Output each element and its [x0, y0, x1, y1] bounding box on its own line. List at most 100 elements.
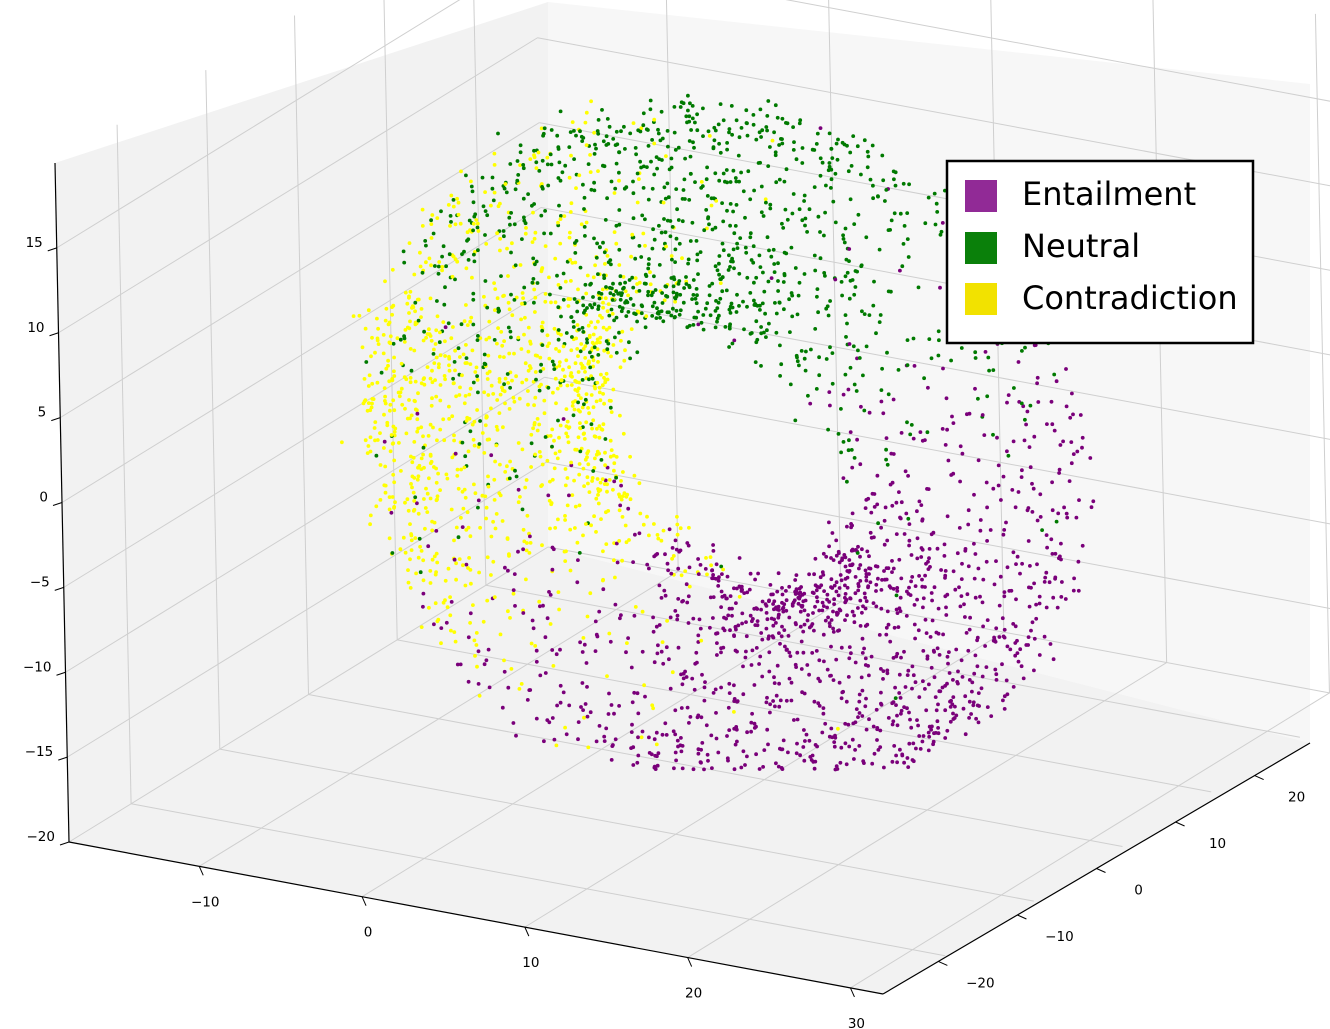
point-neutral — [764, 125, 769, 129]
point-neutral — [513, 263, 518, 268]
point-neutral — [618, 274, 623, 279]
point-neutral — [715, 268, 720, 273]
point-entailment — [964, 631, 969, 635]
point-entailment — [666, 568, 670, 573]
point-entailment — [1071, 588, 1076, 593]
point-neutral — [695, 128, 700, 133]
point-contradiction — [409, 538, 414, 543]
point-neutral — [556, 223, 561, 228]
point-neutral — [688, 154, 693, 159]
point-entailment — [803, 598, 808, 603]
point-contradiction — [708, 555, 713, 559]
point-entailment — [908, 717, 912, 722]
point-entailment — [684, 582, 689, 587]
point-contradiction — [569, 153, 573, 158]
point-entailment — [709, 733, 714, 738]
point-neutral — [699, 186, 704, 190]
point-neutral — [617, 330, 621, 335]
point-contradiction — [493, 459, 497, 464]
point-neutral — [605, 117, 610, 121]
point-contradiction — [365, 408, 370, 413]
point-contradiction — [464, 343, 468, 347]
point-entailment — [659, 596, 664, 600]
point-entailment — [799, 667, 804, 671]
point-contradiction — [373, 420, 378, 424]
point-neutral — [607, 313, 612, 318]
point-entailment — [921, 679, 925, 684]
point-neutral — [420, 270, 425, 275]
point-neutral — [582, 402, 586, 407]
point-neutral — [822, 271, 827, 275]
point-entailment — [1042, 580, 1047, 584]
point-neutral — [898, 211, 903, 216]
point-neutral — [672, 277, 677, 282]
point-entailment — [793, 592, 798, 596]
point-entailment — [820, 608, 825, 613]
point-neutral — [645, 165, 649, 170]
point-entailment — [963, 547, 968, 551]
point-entailment — [1074, 515, 1079, 520]
point-entailment — [779, 634, 784, 639]
point-entailment — [917, 574, 921, 578]
point-neutral — [466, 237, 471, 242]
point-contradiction — [623, 289, 628, 294]
point-entailment — [907, 538, 912, 543]
point-contradiction — [484, 242, 489, 246]
point-neutral — [695, 252, 700, 257]
point-neutral — [834, 141, 839, 146]
point-entailment — [736, 623, 741, 628]
point-neutral — [849, 164, 854, 168]
point-neutral — [623, 147, 627, 151]
point-contradiction — [392, 369, 396, 374]
point-entailment — [846, 675, 851, 679]
point-neutral — [515, 178, 520, 183]
point-contradiction — [564, 424, 569, 429]
z-tick-mark — [59, 841, 70, 846]
point-contradiction — [424, 260, 428, 265]
point-entailment — [853, 575, 858, 579]
point-entailment — [868, 530, 873, 535]
point-entailment — [907, 710, 911, 715]
point-neutral — [577, 327, 581, 332]
point-contradiction — [558, 383, 563, 388]
point-neutral — [684, 282, 689, 286]
point-entailment — [857, 711, 862, 715]
point-neutral — [533, 262, 537, 267]
point-contradiction — [533, 310, 537, 314]
point-entailment — [663, 593, 668, 598]
point-neutral — [866, 154, 871, 159]
point-neutral — [849, 448, 854, 452]
point-entailment — [657, 583, 662, 588]
point-contradiction — [421, 434, 425, 439]
point-contradiction — [409, 454, 413, 459]
point-entailment — [973, 595, 978, 600]
point-neutral — [1020, 349, 1024, 353]
point-contradiction — [585, 614, 590, 619]
point-neutral — [475, 374, 479, 378]
point-contradiction — [609, 410, 614, 414]
point-contradiction — [687, 584, 692, 589]
point-entailment — [906, 668, 911, 673]
point-entailment — [867, 554, 871, 559]
point-neutral — [813, 268, 818, 273]
point-neutral — [657, 223, 661, 228]
point-entailment — [663, 721, 668, 726]
point-contradiction — [458, 385, 462, 390]
point-neutral — [647, 257, 651, 261]
point-entailment — [685, 541, 690, 545]
point-contradiction — [525, 513, 530, 518]
point-contradiction — [472, 443, 477, 448]
point-neutral — [784, 167, 789, 172]
point-neutral — [509, 335, 513, 340]
point-neutral — [888, 228, 892, 232]
point-neutral — [601, 240, 605, 245]
point-neutral — [790, 293, 795, 298]
point-entailment — [843, 595, 847, 600]
point-entailment — [713, 687, 718, 692]
point-neutral — [506, 325, 511, 330]
point-neutral — [475, 225, 480, 230]
point-contradiction — [617, 494, 622, 499]
point-neutral — [447, 252, 452, 257]
point-contradiction — [527, 551, 532, 555]
point-neutral — [804, 349, 808, 354]
